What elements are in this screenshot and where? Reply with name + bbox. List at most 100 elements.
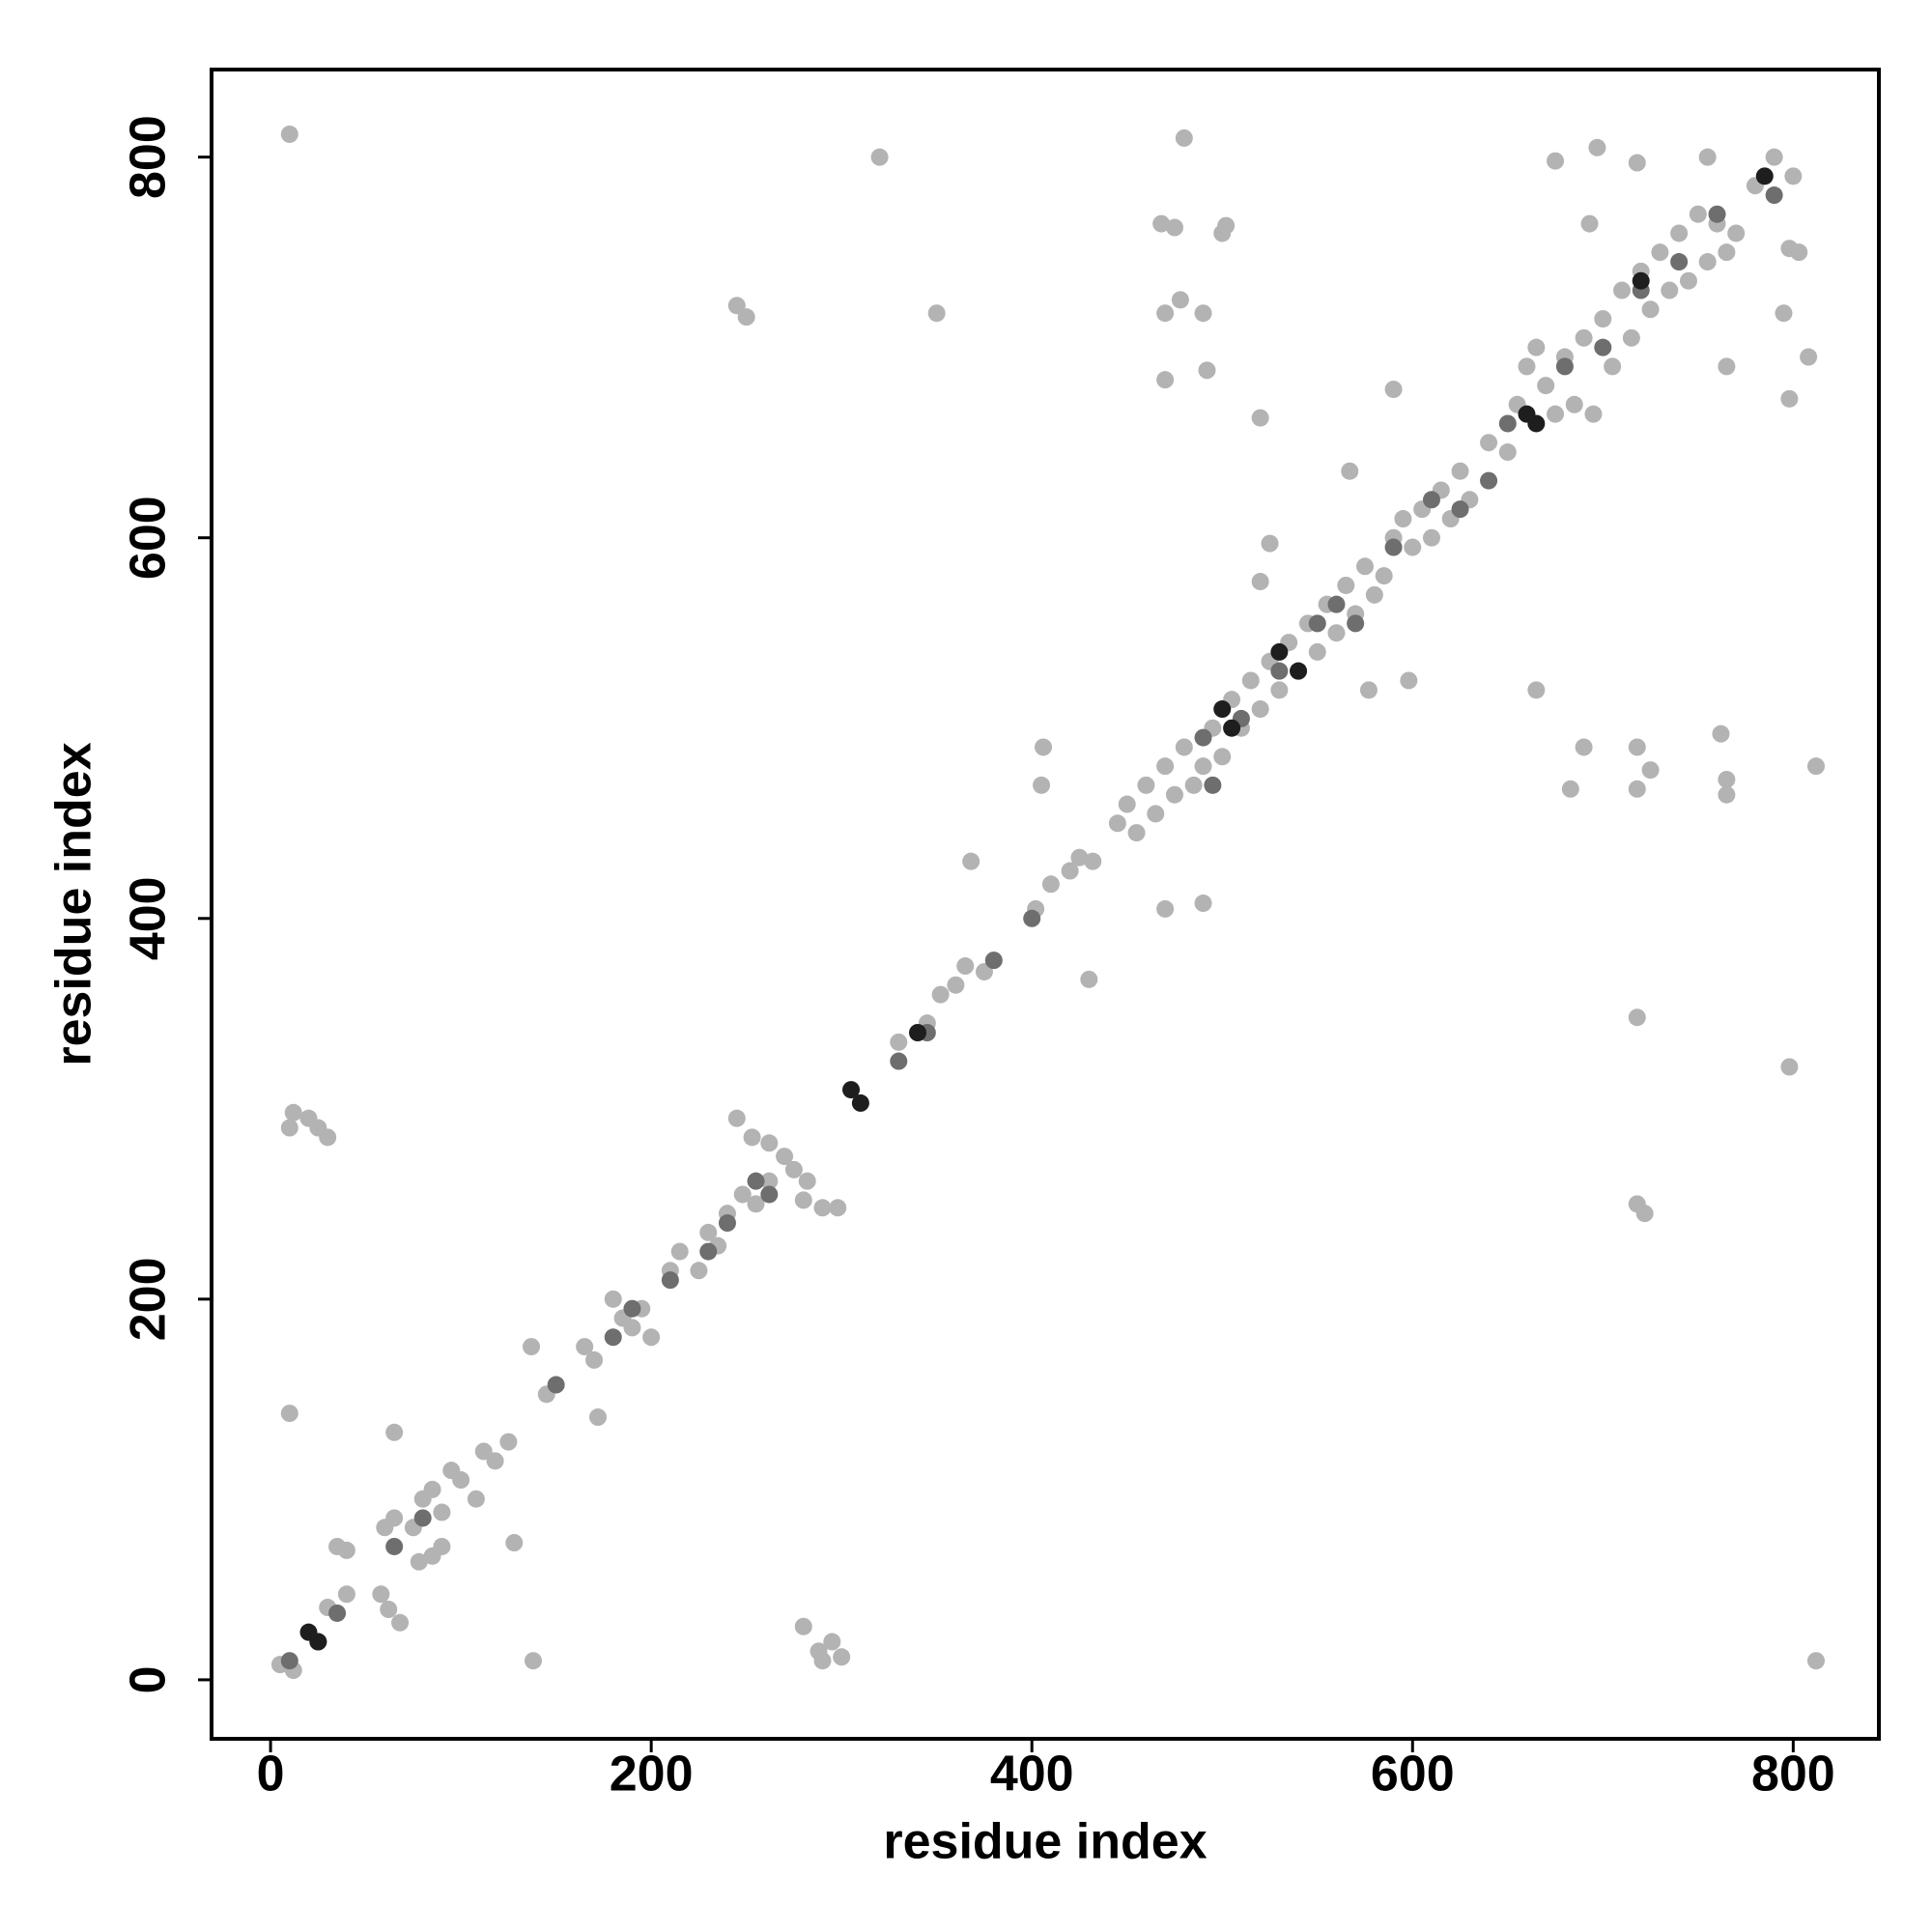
point — [328, 1537, 347, 1555]
point — [1359, 681, 1378, 699]
point — [385, 1509, 404, 1527]
point — [1575, 328, 1593, 347]
point — [956, 957, 975, 976]
y-tick-label: 400 — [121, 876, 177, 960]
point — [1547, 152, 1565, 170]
point — [1718, 785, 1736, 804]
point — [1708, 205, 1726, 223]
point — [870, 148, 889, 166]
point — [1718, 243, 1736, 262]
point — [328, 1604, 347, 1622]
point — [1727, 224, 1746, 242]
point — [1790, 243, 1808, 262]
point — [1422, 528, 1440, 547]
point — [842, 1081, 861, 1099]
point — [380, 1601, 398, 1619]
point — [699, 1223, 718, 1241]
point — [1194, 728, 1212, 747]
x-axis-title: residue index — [883, 1814, 1207, 1870]
point — [1261, 534, 1279, 553]
point — [747, 1195, 765, 1213]
point — [1023, 909, 1041, 927]
point — [1641, 761, 1660, 780]
point — [604, 1290, 622, 1308]
point — [1270, 681, 1289, 699]
point — [1156, 899, 1175, 918]
point — [1480, 471, 1498, 490]
point — [623, 1319, 641, 1337]
point — [499, 1433, 518, 1451]
point — [1755, 167, 1774, 185]
point — [385, 1423, 404, 1441]
point — [1780, 389, 1799, 408]
point — [423, 1480, 441, 1498]
point — [1775, 304, 1793, 323]
point — [1679, 271, 1697, 290]
point — [794, 1191, 812, 1209]
point — [1422, 491, 1440, 509]
point — [1035, 738, 1053, 756]
point — [1698, 253, 1717, 271]
point — [523, 1338, 541, 1356]
point — [1712, 724, 1730, 743]
point — [1498, 414, 1517, 433]
point — [1156, 757, 1175, 776]
point — [280, 1119, 298, 1137]
point — [1800, 348, 1818, 366]
point — [524, 1652, 542, 1670]
point — [1204, 776, 1222, 794]
point — [760, 1185, 779, 1204]
point — [1127, 824, 1146, 842]
point — [1628, 738, 1646, 756]
y-axis-title: residue index — [46, 742, 102, 1065]
point — [423, 1547, 441, 1565]
point — [727, 297, 746, 315]
point — [1070, 848, 1089, 867]
point — [1308, 614, 1326, 633]
point — [1327, 624, 1346, 642]
y-tick-label: 200 — [121, 1257, 177, 1341]
x-tick-label: 0 — [257, 1747, 285, 1803]
point — [1308, 642, 1326, 661]
point — [391, 1613, 410, 1632]
point — [433, 1503, 451, 1521]
point — [1670, 253, 1689, 271]
point — [1213, 700, 1232, 719]
point — [1171, 291, 1189, 309]
point — [1537, 377, 1555, 395]
y-tick-label: 0 — [121, 1665, 177, 1693]
point — [1165, 218, 1183, 237]
point — [1356, 557, 1375, 576]
point — [1270, 662, 1289, 680]
point — [452, 1471, 470, 1490]
point — [1670, 224, 1689, 242]
point — [1628, 780, 1646, 798]
point — [1156, 304, 1175, 323]
point — [1565, 395, 1583, 413]
point — [984, 952, 1003, 970]
point — [690, 1262, 708, 1280]
point — [1784, 167, 1803, 185]
point — [337, 1585, 355, 1604]
point — [1175, 128, 1193, 147]
point — [727, 1109, 746, 1127]
x-tick-label: 200 — [610, 1747, 694, 1803]
point — [410, 1552, 428, 1571]
y-tick-label: 800 — [121, 115, 177, 199]
point — [851, 1094, 869, 1112]
point — [1251, 700, 1269, 719]
point — [474, 1442, 493, 1461]
point — [585, 1350, 604, 1369]
point — [547, 1376, 565, 1394]
point — [760, 1172, 779, 1190]
point — [890, 1033, 908, 1051]
point — [1108, 814, 1126, 833]
point — [1555, 357, 1574, 376]
point — [1184, 776, 1203, 794]
point — [1527, 681, 1546, 699]
point — [1527, 338, 1546, 356]
point — [385, 1537, 404, 1555]
point — [1806, 1652, 1825, 1670]
point — [1400, 671, 1418, 690]
